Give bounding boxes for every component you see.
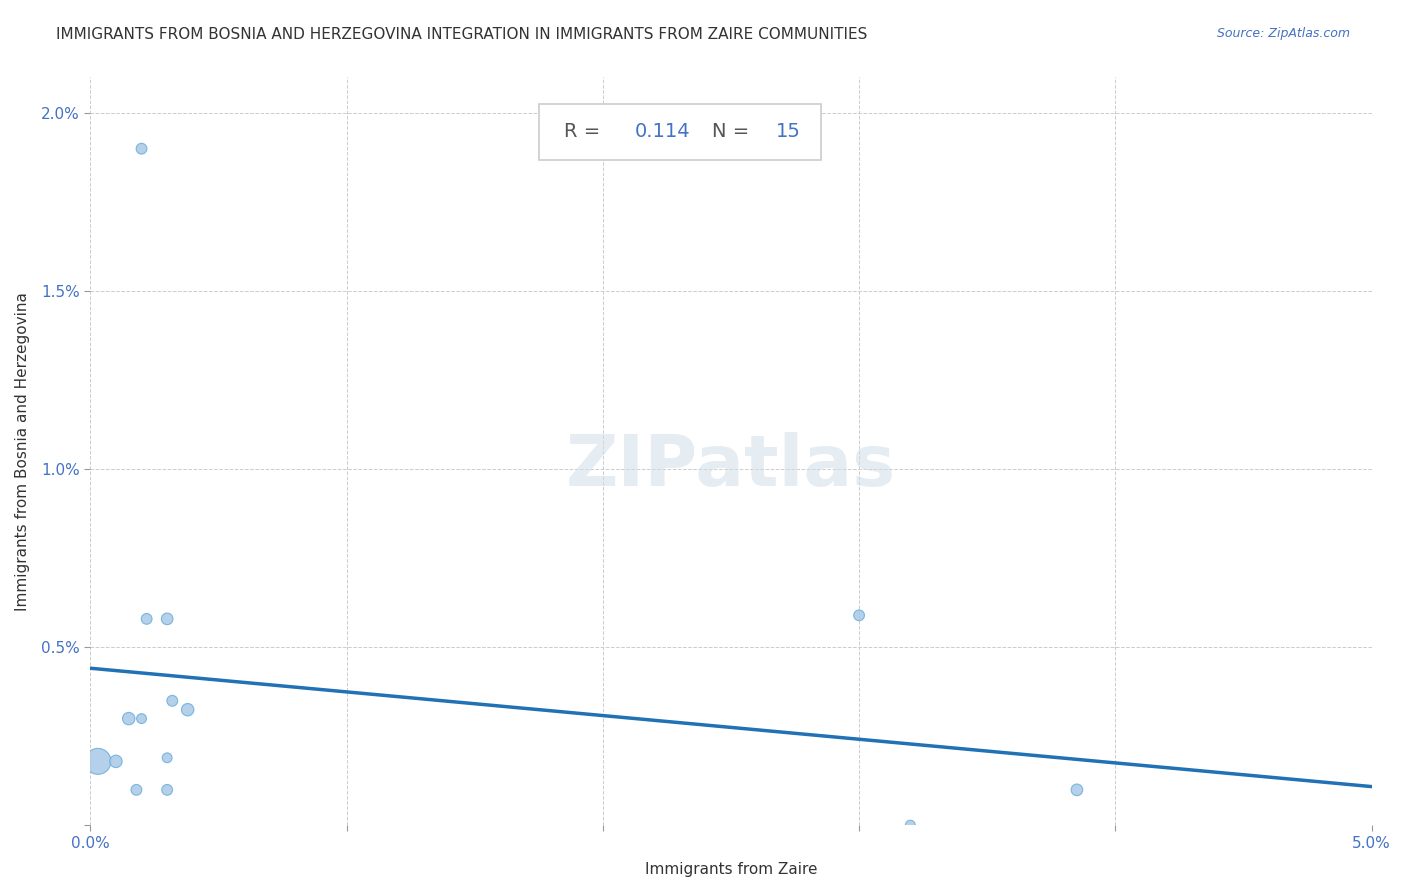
Point [1066, 782, 1088, 797]
Point [848, 608, 870, 623]
Point [176, 703, 198, 717]
Point [118, 712, 141, 726]
Text: 0.114: 0.114 [636, 122, 690, 141]
Point [104, 755, 127, 769]
X-axis label: Immigrants from Zaire: Immigrants from Zaire [645, 862, 817, 877]
Text: R =: R = [564, 122, 607, 141]
Point [135, 612, 157, 626]
Point [156, 751, 179, 765]
Point [87, 755, 110, 769]
Text: ZIPatlas: ZIPatlas [565, 432, 896, 501]
Point [125, 782, 148, 797]
Point [156, 612, 179, 626]
Point [131, 712, 153, 726]
Point [156, 782, 179, 797]
Text: N =: N = [711, 122, 755, 141]
Text: 15: 15 [776, 122, 800, 141]
Text: IMMIGRANTS FROM BOSNIA AND HERZEGOVINA INTEGRATION IN IMMIGRANTS FROM ZAIRE COMM: IMMIGRANTS FROM BOSNIA AND HERZEGOVINA I… [56, 27, 868, 42]
Y-axis label: Immigrants from Bosnia and Herzegovina: Immigrants from Bosnia and Herzegovina [15, 292, 30, 611]
Point [131, 142, 153, 156]
Point [162, 694, 184, 708]
FancyBboxPatch shape [538, 103, 821, 160]
Point [898, 818, 921, 832]
Text: Source: ZipAtlas.com: Source: ZipAtlas.com [1216, 27, 1350, 40]
